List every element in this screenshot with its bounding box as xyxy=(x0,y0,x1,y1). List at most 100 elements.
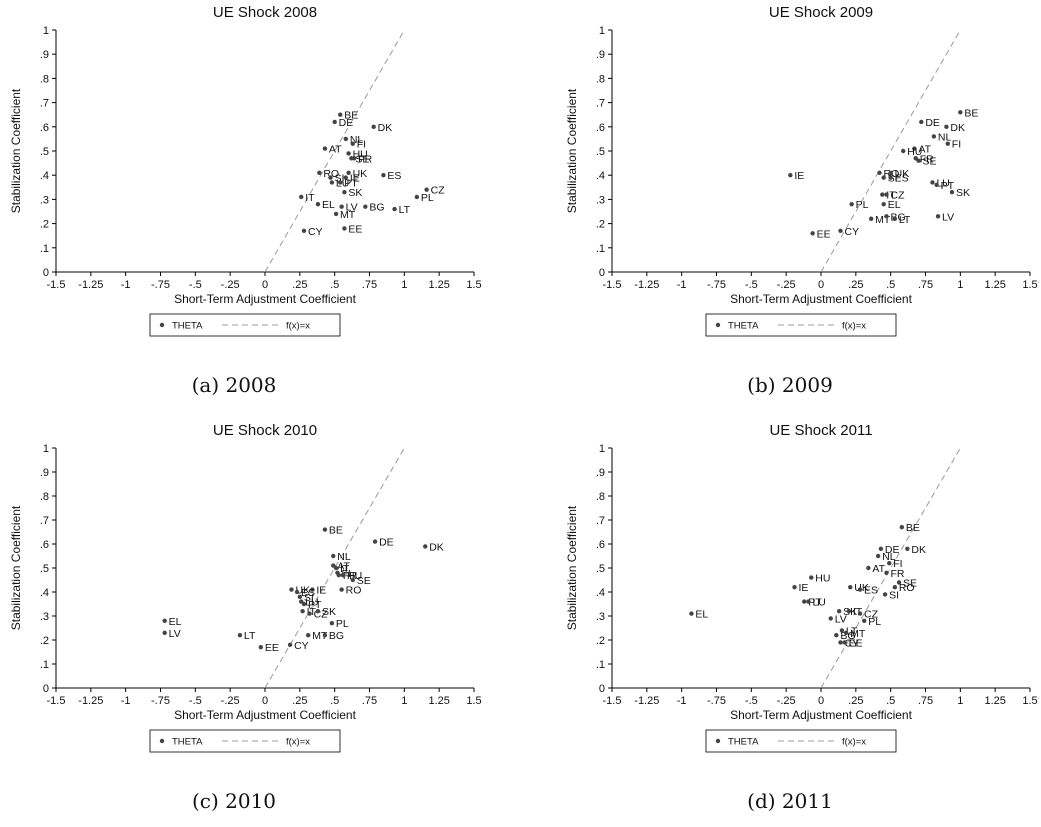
x-tick-label: -.75 xyxy=(151,279,170,291)
y-tick-label: .7 xyxy=(596,98,605,110)
y-tick-label: .6 xyxy=(596,122,605,134)
data-point-it xyxy=(299,194,304,200)
y-tick-label: .3 xyxy=(596,194,605,206)
x-tick-label: -.25 xyxy=(777,279,796,291)
point-label-it: IT xyxy=(340,563,350,575)
data-point-uk xyxy=(888,170,893,175)
data-point-ro xyxy=(877,170,882,175)
y-tick-label: 1 xyxy=(43,443,49,455)
data-point-lv xyxy=(935,214,941,219)
y-axis-label: Stabilization Coefficient xyxy=(565,505,579,630)
data-point-cz xyxy=(307,611,312,616)
data-point-at xyxy=(322,146,328,151)
chart-title: UE Shock 2009 xyxy=(769,4,873,21)
point-label-pl: PL xyxy=(856,199,869,211)
y-tick-label: .5 xyxy=(596,563,605,575)
x-tick-label: .25 xyxy=(848,279,863,291)
point-label-fr: FR xyxy=(358,153,372,165)
point-label-nl: NL xyxy=(938,131,952,143)
y-axis-label: Stabilization Coefficient xyxy=(9,88,23,213)
x-tick-label: -.5 xyxy=(189,695,202,707)
legend: THETA f(x)=x xyxy=(705,313,897,337)
point-label-si: SI xyxy=(334,173,344,185)
point-label-es: ES xyxy=(301,587,315,599)
y-tick-label: 1 xyxy=(599,443,605,455)
point-label-el: EL xyxy=(322,199,335,211)
point-label-lv: LV xyxy=(835,613,847,625)
data-point-es xyxy=(857,587,863,592)
point-label-lt: LT xyxy=(846,625,858,637)
x-tick-label: .25 xyxy=(848,695,863,707)
data-point-pl xyxy=(414,194,420,200)
point-label-dk: DK xyxy=(429,541,444,553)
data-point-mt xyxy=(305,633,311,638)
data-point-cz xyxy=(857,611,863,616)
x-axis-label: Short-Term Adjustment Coefficient xyxy=(174,708,357,722)
y-tick-label: .6 xyxy=(40,122,49,134)
point-label-pt: PT xyxy=(941,180,955,192)
point-label-ie: IE xyxy=(799,582,809,594)
point-label-fi: FI xyxy=(341,568,350,580)
y-tick-label: 1 xyxy=(43,25,49,37)
data-point-bg xyxy=(322,633,328,638)
point-label-si: SI xyxy=(888,173,898,185)
legend: THETA f(x)=x xyxy=(149,729,341,753)
legend-label-theta: THETA xyxy=(728,737,759,748)
x-tick-label: -.25 xyxy=(221,279,240,291)
x-tick-label: 1.25 xyxy=(984,279,1005,291)
legend: THETA f(x)=x xyxy=(705,729,897,753)
chart-title: UE Shock 2011 xyxy=(769,422,872,439)
data-point-pt xyxy=(338,180,343,185)
x-tick-label: .75 xyxy=(362,279,377,291)
y-tick-label: .4 xyxy=(40,170,49,182)
point-label-se: SE xyxy=(903,577,917,589)
point-label-uk: UK xyxy=(895,168,910,180)
x-tick-label: -1.25 xyxy=(78,279,103,291)
point-label-at: AT xyxy=(918,144,931,156)
x-tick-label: 1.25 xyxy=(984,695,1005,707)
legend-label-theta: THETA xyxy=(172,321,203,332)
y-tick-label: .5 xyxy=(40,563,49,575)
data-point-fi xyxy=(945,141,950,146)
data-point-it xyxy=(333,565,339,571)
data-point-be xyxy=(899,525,905,530)
data-point-el xyxy=(162,618,167,623)
x-tick-label: 1.25 xyxy=(428,279,449,291)
data-point-de xyxy=(878,546,884,551)
y-tick-label: .1 xyxy=(40,659,49,671)
point-label-pl: PL xyxy=(421,192,434,204)
data-point-cz xyxy=(424,187,429,192)
x-tick-label: 1 xyxy=(401,695,407,707)
data-point-fi xyxy=(887,561,892,566)
point-label-lv: LV xyxy=(169,628,181,640)
y-tick-label: .2 xyxy=(596,635,605,647)
data-point-ie xyxy=(310,587,315,592)
data-point-hu xyxy=(901,148,906,154)
data-point-cy xyxy=(838,640,843,645)
data-point-pt xyxy=(802,599,807,604)
data-point-es xyxy=(294,589,300,595)
point-label-lv: LV xyxy=(346,202,358,214)
point-label-at: AT xyxy=(872,563,885,575)
point-label-be: BE xyxy=(329,525,343,537)
point-label-pt: PT xyxy=(308,599,322,611)
x-tick-label: 0 xyxy=(818,279,824,291)
data-point-de xyxy=(332,119,337,125)
x-tick-label: -1 xyxy=(121,695,131,707)
y-tick-label: .2 xyxy=(40,219,49,231)
data-point-si xyxy=(297,594,303,599)
point-label-de: DE xyxy=(925,117,940,129)
data-point-sk xyxy=(949,189,955,195)
x-tick-label: -1.25 xyxy=(634,695,659,707)
point-label-dk: DK xyxy=(911,544,926,556)
point-label-ee: EE xyxy=(849,637,863,649)
point-label-lt: LT xyxy=(244,630,256,642)
x-tick-label: -1.5 xyxy=(47,695,66,707)
point-label-hu: HU xyxy=(907,146,922,158)
point-label-cz: CZ xyxy=(890,190,905,202)
x-tick-label: -.75 xyxy=(707,695,726,707)
data-point-pl xyxy=(329,621,335,626)
y-tick-label: .1 xyxy=(596,659,605,671)
point-label-ro: RO xyxy=(323,168,339,180)
